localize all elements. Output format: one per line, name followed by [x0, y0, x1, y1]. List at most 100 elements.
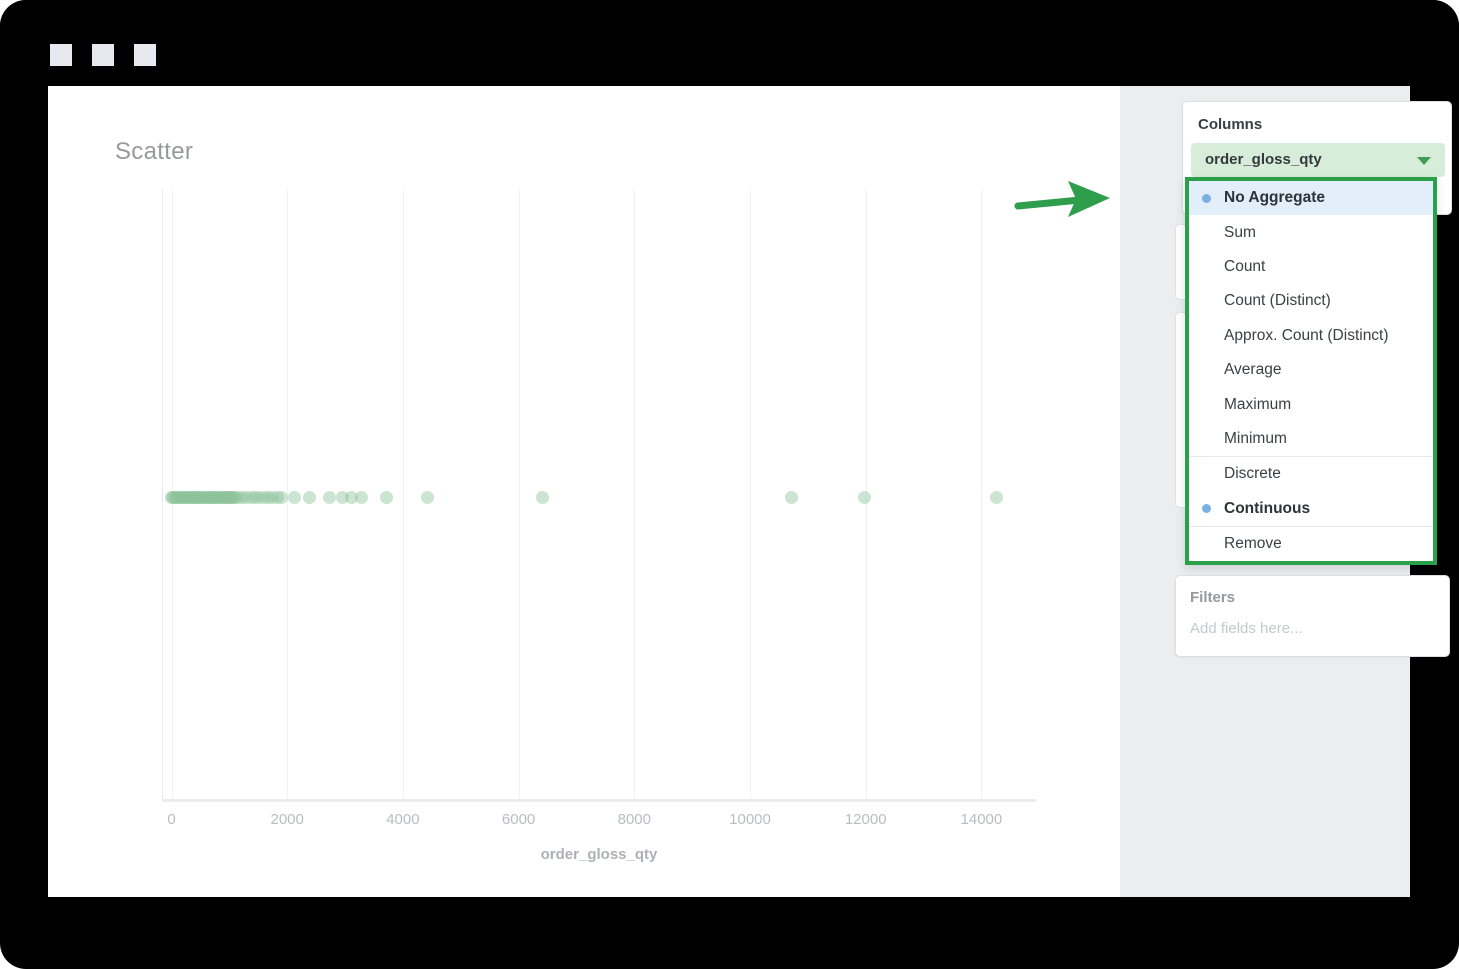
- scatter-point[interactable]: [222, 490, 236, 504]
- scatter-point[interactable]: [270, 490, 284, 504]
- app-window: Scatter 0 2000 4000 6000 8000 10000 12000 14000…: [48, 86, 1452, 897]
- scatter-point[interactable]: [221, 490, 235, 504]
- dropdown-item-label: No Aggregate: [1224, 189, 1326, 207]
- dropdown-item-label: Approx. Count (Distinct): [1224, 326, 1389, 344]
- dropdown-item-continuous[interactable]: Continuous: [1189, 491, 1433, 526]
- dropdown-item-count-distinct[interactable]: Count (Distinct): [1189, 284, 1433, 319]
- scatter-point[interactable]: [225, 490, 239, 504]
- scatter-point[interactable]: [186, 490, 200, 504]
- scatter-point[interactable]: [178, 490, 192, 504]
- scatter-point[interactable]: [354, 490, 368, 504]
- scatter-point[interactable]: [253, 490, 267, 504]
- dropdown-item-count[interactable]: Count: [1189, 249, 1433, 285]
- scatter-point[interactable]: [231, 490, 245, 504]
- scatter-point[interactable]: [205, 490, 219, 504]
- scatter-point[interactable]: [785, 490, 799, 504]
- scatter-point[interactable]: [215, 490, 229, 504]
- scatter-point[interactable]: [167, 490, 181, 504]
- window-button-1[interactable]: [50, 44, 72, 66]
- dropdown-item-maximum[interactable]: Maximum: [1189, 387, 1433, 422]
- x-tick-label: 0: [167, 811, 176, 828]
- dropdown-item-label: Continuous: [1224, 499, 1311, 517]
- dropdown-item-remove[interactable]: Remove: [1189, 526, 1433, 562]
- scatter-point[interactable]: [191, 490, 205, 504]
- dropdown-item-average[interactable]: Average: [1189, 352, 1433, 388]
- dropdown-item-discrete[interactable]: Discrete: [1189, 457, 1433, 492]
- filters-header: Filters: [1190, 589, 1236, 606]
- scatter-point[interactable]: [261, 490, 275, 504]
- dropdown-item-label: Discrete: [1224, 465, 1281, 483]
- scatter-point[interactable]: [288, 490, 302, 504]
- scatter-point[interactable]: [204, 490, 218, 504]
- scatter-point[interactable]: [192, 490, 206, 504]
- scatter-point[interactable]: [228, 490, 242, 504]
- scatter-point[interactable]: [180, 490, 194, 504]
- scatter-point[interactable]: [183, 490, 197, 504]
- field-pill-order-gloss-qty[interactable]: order_gloss_qty: [1191, 143, 1445, 177]
- scatter-point[interactable]: [179, 490, 193, 504]
- scatter-point[interactable]: [240, 490, 254, 504]
- scatter-point[interactable]: [380, 490, 394, 504]
- scatter-point[interactable]: [248, 490, 262, 504]
- menu-divider: [1189, 525, 1433, 527]
- scatter-point[interactable]: [209, 490, 223, 504]
- chevron-down-icon[interactable]: [1417, 157, 1431, 165]
- scatter-point[interactable]: [170, 490, 184, 504]
- scatter-point[interactable]: [189, 490, 203, 504]
- scatter-point[interactable]: [169, 490, 183, 504]
- scatter-point[interactable]: [421, 490, 435, 504]
- scatter-point[interactable]: [227, 490, 241, 504]
- scatter-point[interactable]: [211, 490, 225, 504]
- scatter-point[interactable]: [344, 490, 358, 504]
- gridline: [402, 190, 404, 800]
- scatter-point[interactable]: [274, 490, 288, 504]
- x-axis-line: [162, 799, 1036, 802]
- scatter-point[interactable]: [217, 490, 231, 504]
- scatter-point[interactable]: [176, 490, 190, 504]
- scatter-point[interactable]: [224, 490, 238, 504]
- scatter-point[interactable]: [202, 490, 216, 504]
- scatter-point[interactable]: [165, 490, 178, 504]
- scatter-point[interactable]: [214, 490, 228, 504]
- scatter-point[interactable]: [208, 490, 222, 504]
- dropdown-item-minimum[interactable]: Minimum: [1189, 421, 1433, 457]
- scatter-point[interactable]: [195, 490, 209, 504]
- scatter-point[interactable]: [166, 490, 180, 504]
- scatter-point[interactable]: [193, 490, 207, 504]
- scatter-point[interactable]: [219, 490, 233, 504]
- scatter-point[interactable]: [173, 490, 187, 504]
- scatter-point[interactable]: [212, 490, 226, 504]
- scatter-point[interactable]: [196, 490, 210, 504]
- scatter-point[interactable]: [175, 490, 189, 504]
- window-button-2[interactable]: [92, 44, 114, 66]
- scatter-point[interactable]: [257, 490, 271, 504]
- scatter-point[interactable]: [199, 490, 213, 504]
- gridline: [750, 190, 751, 800]
- scatter-point[interactable]: [235, 490, 249, 504]
- scatter-point[interactable]: [218, 490, 232, 504]
- scatter-point[interactable]: [266, 490, 280, 504]
- scatter-point[interactable]: [244, 490, 258, 504]
- scatter-point[interactable]: [172, 490, 186, 504]
- scatter-point[interactable]: [322, 490, 336, 504]
- dropdown-item-label: Average: [1224, 361, 1282, 379]
- scatter-point[interactable]: [336, 490, 350, 504]
- scatter-point[interactable]: [201, 490, 215, 504]
- gridline: [865, 190, 867, 800]
- scatter-point[interactable]: [858, 490, 872, 504]
- scatter-point[interactable]: [188, 490, 202, 504]
- filters-card: Filters Add fields here...: [1175, 575, 1450, 657]
- window-button-3[interactable]: [134, 44, 156, 66]
- scatter-point[interactable]: [185, 490, 199, 504]
- filters-dropzone[interactable]: Add fields here...: [1190, 620, 1303, 637]
- scatter-point[interactable]: [535, 490, 549, 504]
- dropdown-item-no-aggregate[interactable]: No Aggregate: [1189, 181, 1433, 216]
- hidden-card-edge: [1175, 224, 1187, 300]
- scatter-point[interactable]: [989, 490, 1003, 504]
- dropdown-item-sum[interactable]: Sum: [1189, 215, 1433, 250]
- scatter-point[interactable]: [182, 490, 196, 504]
- scatter-point[interactable]: [303, 490, 317, 504]
- scatter-point[interactable]: [206, 490, 220, 504]
- scatter-point[interactable]: [198, 490, 212, 504]
- dropdown-item-approx-count-distinct[interactable]: Approx. Count (Distinct): [1189, 318, 1433, 353]
